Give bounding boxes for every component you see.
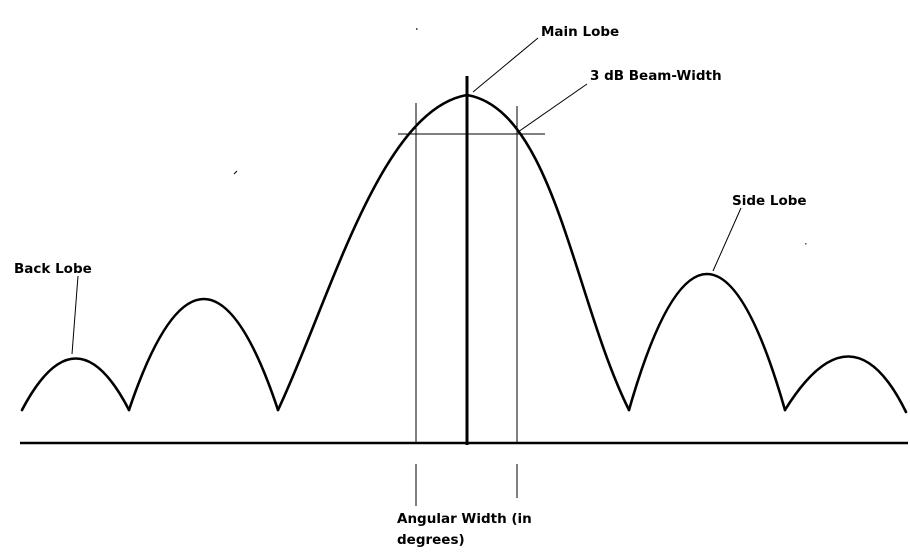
stray-mark bbox=[416, 28, 418, 30]
main-lobe-leader-line bbox=[472, 37, 539, 93]
back-lobe-label: Back Lobe bbox=[14, 261, 92, 277]
back-lobe-leader-line bbox=[71, 275, 79, 355]
left-side-lobe-curve bbox=[127, 297, 280, 412]
main-lobe-curve bbox=[276, 93, 631, 412]
beam-width-leader-line bbox=[517, 83, 588, 133]
side-lobe-leader-line bbox=[712, 207, 742, 272]
back-lobe-curve bbox=[20, 357, 131, 412]
main-lobe-label: Main Lobe bbox=[541, 24, 619, 40]
stray-mark bbox=[233, 170, 238, 175]
right-side-lobe-curve bbox=[627, 273, 787, 412]
stray-mark bbox=[805, 243, 807, 245]
angular-width-label-line2: degrees) bbox=[397, 532, 465, 548]
side-lobe-label: Side Lobe bbox=[732, 193, 807, 209]
angular-width-label-line1: Angular Width (in bbox=[397, 511, 532, 527]
beam-width-label: 3 dB Beam-Width bbox=[590, 68, 722, 84]
right-minor-lobe-curve bbox=[783, 355, 908, 414]
